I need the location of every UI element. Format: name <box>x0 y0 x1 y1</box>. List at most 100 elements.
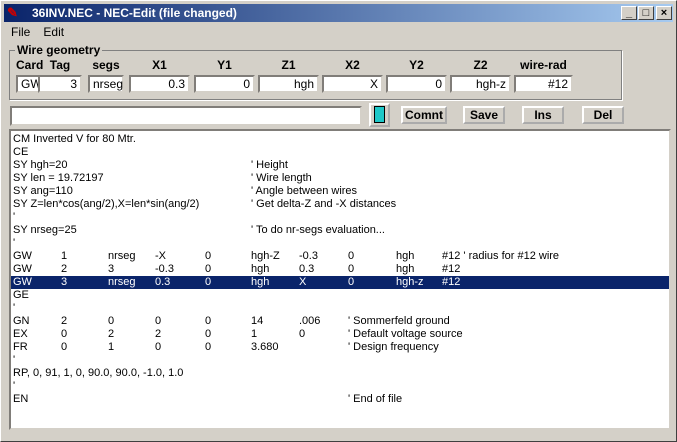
list-row[interactable]: SY len = 19.72197 ' Wire length <box>11 172 669 185</box>
row-cell: X <box>299 276 307 288</box>
row-cell: 1 <box>108 341 115 353</box>
header-wire-rad: wire-rad <box>520 58 567 72</box>
field-tag[interactable]: 3 <box>38 75 82 93</box>
minimize-button[interactable]: _ <box>621 6 637 20</box>
row-cell: 2 <box>61 263 68 275</box>
list-row[interactable]: FR 0 1 0 0 3.680 ' Design frequency <box>11 341 669 354</box>
nec-file-listbox[interactable]: CM Inverted V for 80 Mtr. CE SY hgh=20 ' He… <box>9 129 671 430</box>
row-cell: .006 <box>299 315 321 327</box>
list-row[interactable]: GW 3 nrseg 0.3 0 hgh X 0 hgh-z #12 <box>11 276 669 289</box>
row-cell: CE <box>13 146 29 158</box>
header-z2: Z2 <box>473 58 488 72</box>
row-cell: nrseg <box>108 276 136 288</box>
field-x1[interactable]: 0.3 <box>129 75 190 93</box>
row-cell: 1 <box>251 328 258 340</box>
row-cell: hgh <box>251 276 270 288</box>
row-cell: hgh-z <box>396 276 424 288</box>
row-cell: EX <box>13 328 28 340</box>
list-row[interactable]: ' <box>11 211 669 224</box>
row-cell: 1 <box>61 250 68 262</box>
row-comment: ' <box>13 302 16 314</box>
field-x2[interactable]: X <box>322 75 383 93</box>
row-cell: SY ang=110 <box>13 185 73 197</box>
row-cell: 0.3 <box>155 276 171 288</box>
row-comment: ' Default voltage source <box>348 328 463 340</box>
calculator-icon <box>374 106 385 123</box>
field-z1[interactable]: hgh <box>258 75 319 93</box>
header-z1: Z1 <box>281 58 296 72</box>
row-cell: FR <box>13 341 28 353</box>
row-comment: ' Wire length <box>251 172 312 184</box>
row-cell: EN <box>13 393 29 405</box>
row-comment: ' Design frequency <box>348 341 439 353</box>
row-cell: SY nrseg=25 <box>13 224 77 236</box>
list-row[interactable]: ' <box>11 237 669 250</box>
row-comment: ' End of file <box>348 393 403 405</box>
row-cell: 0 <box>205 263 212 275</box>
field-z2[interactable]: hgh-z <box>450 75 511 93</box>
row-cell: 2 <box>108 328 115 340</box>
list-row[interactable]: SY hgh=20 ' Height <box>11 159 669 172</box>
row-cell: 0 <box>205 328 212 340</box>
wire-geometry-group <box>9 50 622 100</box>
row-cell: #12 <box>442 276 461 288</box>
row-cell: SY len = 19.72197 <box>13 172 104 184</box>
field-segs[interactable]: nrseg <box>88 75 124 93</box>
calculator-button[interactable] <box>369 103 390 127</box>
list-row[interactable]: EN ' End of file <box>11 393 669 406</box>
row-cell: 3 <box>108 263 115 275</box>
field-y1[interactable]: 0 <box>194 75 255 93</box>
row-cell: GW <box>13 263 32 275</box>
close-button[interactable]: × <box>656 6 672 20</box>
header-tag: Tag <box>49 58 71 72</box>
menu-edit[interactable]: Edit <box>43 25 65 39</box>
row-cell: hgh <box>251 263 270 275</box>
row-comment: ' Sommerfeld ground <box>348 315 450 327</box>
row-cell: 0 <box>205 341 212 353</box>
field-wire-rad[interactable]: #12 <box>514 75 573 93</box>
row-cell: 0 <box>205 276 212 288</box>
row-comment: ' <box>13 211 16 223</box>
list-row[interactable]: ' <box>11 380 669 393</box>
row-cell: hgh-Z <box>251 250 280 262</box>
list-row[interactable]: CE <box>11 146 669 159</box>
list-row[interactable]: SY Z=len*cos(ang/2),X=len*sin(ang/2) ' Ge… <box>11 198 669 211</box>
row-comment: ' Angle between wires <box>251 185 358 197</box>
list-row[interactable]: EX 0 2 2 0 1 0 ' Default voltage source <box>11 328 669 341</box>
row-cell: #12 ' radius for #12 wire <box>442 250 560 262</box>
row-cell: SY hgh=20 <box>13 159 68 171</box>
list-row[interactable]: ' <box>11 302 669 315</box>
row-cell: 0 <box>108 315 115 327</box>
list-row[interactable]: GE <box>11 289 669 302</box>
row-cell: 14 <box>251 315 264 327</box>
list-row[interactable]: SY nrseg=25 ' To do nr-segs evaluation... <box>11 224 669 237</box>
row-comment: ' <box>13 354 16 366</box>
list-row[interactable]: GW 2 3 -0.3 0 hgh 0.3 0 hgh #12 <box>11 263 669 276</box>
row-cell: -0.3 <box>155 263 174 275</box>
field-y2[interactable]: 0 <box>386 75 447 93</box>
header-segs: segs <box>92 58 120 72</box>
row-cell: -0.3 <box>299 250 318 262</box>
row-cell: 0 <box>155 341 162 353</box>
list-row[interactable]: SY ang=110 ' Angle between wires <box>11 185 669 198</box>
row-cell: GW <box>13 276 32 288</box>
delete-button[interactable]: Del <box>582 106 624 124</box>
row-cell: 2 <box>155 328 162 340</box>
list-row[interactable]: CM Inverted V for 80 Mtr. <box>11 133 669 146</box>
save-button[interactable]: Save <box>463 106 505 124</box>
row-cell: CM Inverted V for 80 Mtr. <box>13 133 136 145</box>
line-edit-input[interactable] <box>10 106 362 126</box>
insert-button[interactable]: Ins <box>522 106 564 124</box>
list-row[interactable]: RP, 0, 91, 1, 0, 90.0, 90.0, -1.0, 1.0 <box>11 367 669 380</box>
row-cell: GW <box>13 250 32 262</box>
menu-file[interactable]: File <box>11 25 31 39</box>
row-cell: 0 <box>61 328 68 340</box>
comment-button[interactable]: Comnt <box>401 106 447 124</box>
row-cell: 3.680 <box>251 341 279 353</box>
row-cell: GE <box>13 289 29 301</box>
list-row[interactable]: GN 2 0 0 0 14 .006 ' Sommerfeld ground <box>11 315 669 328</box>
list-row[interactable]: ' <box>11 354 669 367</box>
list-row[interactable]: GW 1 nrseg -X 0 hgh-Z -0.3 0 hgh #12 ' radius for… <box>11 250 669 263</box>
maximize-button[interactable]: □ <box>638 6 654 20</box>
